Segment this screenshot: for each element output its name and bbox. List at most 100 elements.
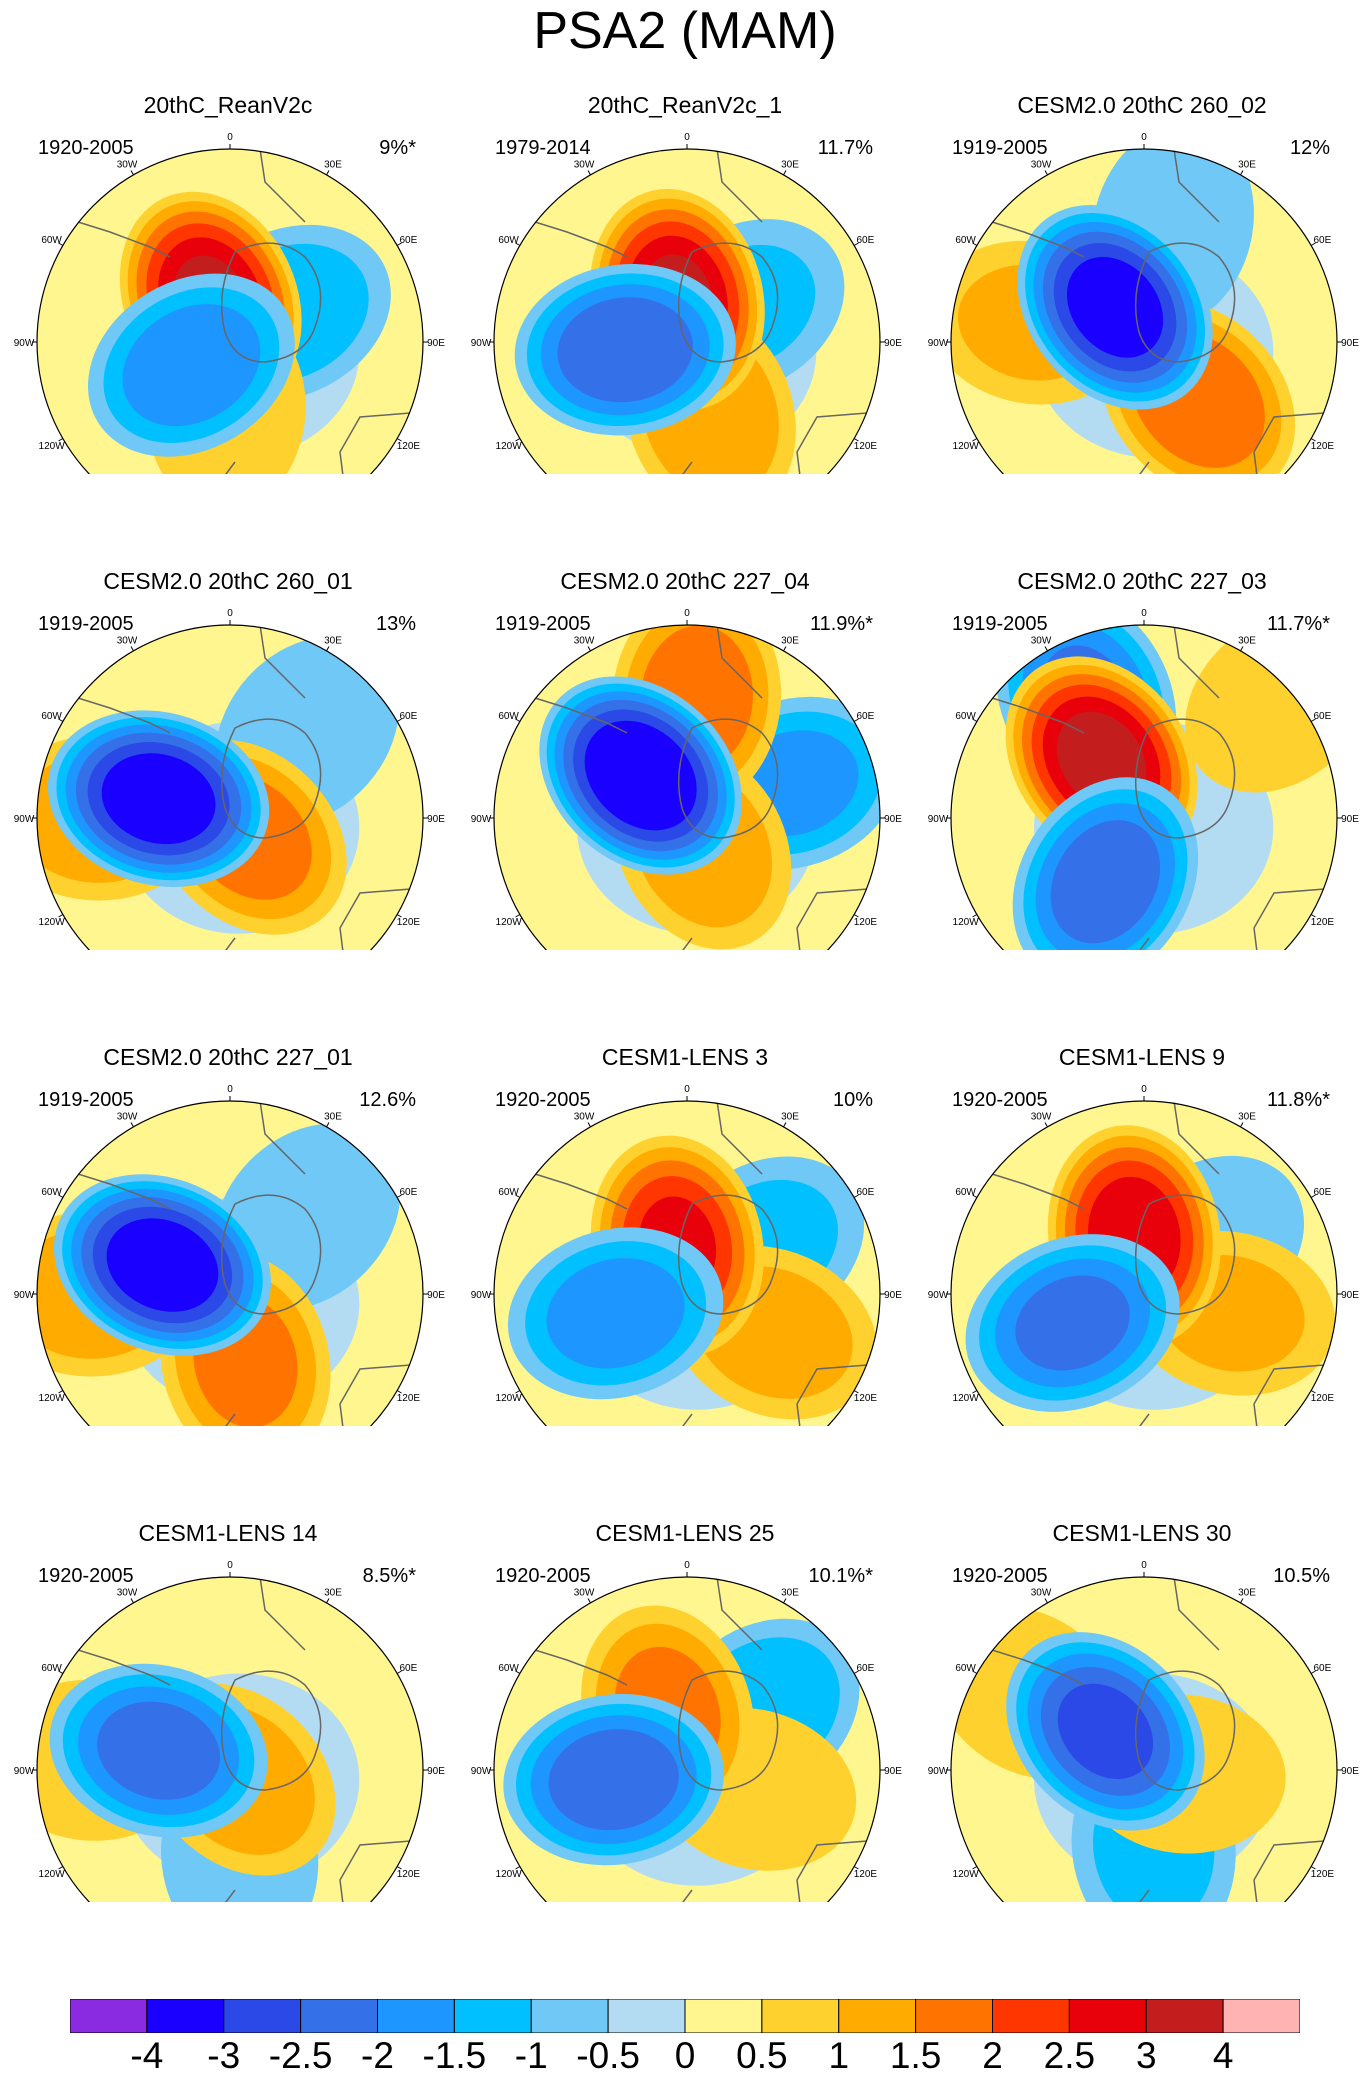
panel-title: CESM2.0 20thC 260_02 — [1017, 92, 1267, 118]
anomaly-field — [37, 1577, 423, 1902]
lon-label: 90E — [427, 1766, 445, 1777]
lon-label: 60E — [1314, 235, 1332, 246]
antarctica-outline — [677, 242, 779, 363]
antarctica-outline — [220, 242, 322, 363]
colorbar-label: -3 — [207, 2035, 241, 2076]
map-panel: 030E60E90E120E150E180150W120W90W60W30WCE… — [914, 0, 1370, 474]
polar-map: 030E60E90E120E150E180150W120W90W60W30W — [928, 1084, 1359, 1426]
lon-label: 120W — [39, 1869, 66, 1880]
lon-label: 120E — [397, 1393, 421, 1404]
lon-label: 0 — [1141, 608, 1147, 619]
lon-tick — [396, 1390, 402, 1394]
main-low — [1006, 1632, 1205, 1831]
lon-tick — [1310, 1390, 1316, 1394]
lon-tick — [1240, 1122, 1244, 1128]
lon-tick — [58, 1390, 64, 1394]
lon-label: 30E — [1238, 1112, 1256, 1123]
africa-outline — [716, 149, 763, 223]
panel-title: CESM1-LENS 25 — [595, 1520, 775, 1546]
main-low — [1017, 204, 1213, 410]
lon-label: 30W — [117, 636, 138, 647]
lon-label: 60W — [955, 1663, 976, 1674]
africa-outline — [716, 1577, 763, 1651]
polar-map: 030E60E90E120E150E180150W120W90W60W30W — [471, 1084, 902, 1426]
lon-tick — [58, 1866, 64, 1870]
lon-label: 60E — [1314, 1187, 1332, 1198]
lon-tick — [515, 718, 521, 722]
lon-label: 30W — [1031, 636, 1052, 647]
lon-label: 90E — [427, 338, 445, 349]
lon-label: 120E — [397, 917, 421, 928]
lon-label: 120W — [496, 1869, 523, 1880]
lon-label: 60W — [498, 235, 519, 246]
panel-period: 1919-2005 — [495, 613, 591, 635]
new-zealand-outline — [209, 1413, 236, 1426]
colorbar-label: 3 — [1135, 2035, 1157, 2076]
panel-title: CESM2.0 20thC 227_01 — [103, 1044, 353, 1070]
lon-label: 90E — [884, 338, 902, 349]
panel-period: 1920-2005 — [495, 1089, 591, 1111]
colorbar-swatch — [146, 1999, 225, 2033]
lon-tick — [396, 1194, 402, 1198]
lon-tick — [1044, 646, 1048, 652]
lon-label: 90E — [1341, 338, 1359, 349]
lon-tick — [1310, 1866, 1316, 1870]
australia-outline — [796, 1363, 880, 1426]
lon-label: 120W — [39, 1393, 66, 1404]
panel-title: CESM2.0 20thC 227_04 — [560, 568, 810, 594]
colorbar-swatch — [377, 1999, 455, 2033]
lon-label: 30W — [1031, 160, 1052, 171]
lon-label: 30W — [574, 636, 595, 647]
lon-tick — [515, 1670, 521, 1674]
lon-label: 60W — [955, 1187, 976, 1198]
panel-period: 1919-2005 — [952, 137, 1048, 159]
colorbar-label: -4 — [130, 2035, 164, 2076]
antarctica-outline — [1134, 1670, 1236, 1791]
lon-label: 120E — [397, 441, 421, 452]
australia-outline — [1253, 1363, 1337, 1426]
lon-label: 60E — [400, 235, 418, 246]
lon-label: 60W — [498, 711, 519, 722]
lon-tick — [515, 1390, 521, 1394]
lon-tick — [853, 914, 859, 918]
lon-tick — [396, 242, 402, 246]
lon-label: 90W — [928, 1766, 949, 1777]
map-panel: 030E60E90E120E150E180150W120W90W60W30WCE… — [914, 952, 1370, 1426]
lon-label: 0 — [684, 1560, 690, 1571]
lon-tick — [972, 438, 978, 442]
colorbar-label: 0 — [674, 2035, 696, 2076]
africa-outline — [259, 1101, 306, 1175]
lon-label: 30W — [574, 1588, 595, 1599]
lon-label: 60E — [400, 1663, 418, 1674]
lon-tick — [587, 646, 591, 652]
lon-tick — [972, 242, 978, 246]
antarctica-outline — [677, 1194, 779, 1315]
main-low — [507, 1227, 724, 1400]
lon-label: 60W — [41, 1663, 62, 1674]
panel-title: 20thC_ReanV2c — [143, 92, 313, 118]
polar-map: 030E60E90E120E150E180150W120W90W60W30W — [14, 1560, 445, 1902]
lon-label: 90W — [471, 814, 492, 825]
colorbar-swatch — [70, 1999, 148, 2033]
lon-label: 30E — [1238, 1588, 1256, 1599]
map-panel: 030E60E90E120E150E180150W120W90W60W30WCE… — [914, 1428, 1370, 1902]
main-low — [47, 710, 270, 887]
lon-tick — [1240, 170, 1244, 176]
lon-tick — [58, 242, 64, 246]
colorbar-swatch — [1068, 1999, 1147, 2033]
polar-map: 030E60E90E120E150E180150W120W90W60W30W — [14, 608, 445, 950]
panel-period: 1919-2005 — [38, 613, 134, 635]
lon-label: 60E — [857, 1187, 875, 1198]
polar-map: 030E60E90E120E150E180150W120W90W60W30W — [471, 132, 902, 474]
lon-label: 0 — [227, 1560, 233, 1571]
lon-tick — [130, 1122, 134, 1128]
lon-tick — [326, 646, 330, 652]
lon-label: 90W — [928, 1290, 949, 1301]
lon-label: 120E — [854, 917, 878, 928]
lon-label: 90E — [884, 1766, 902, 1777]
lon-label: 90W — [471, 1766, 492, 1777]
polar-map: 030E60E90E120E150E180150W120W90W60W30W — [14, 1084, 445, 1426]
lon-tick — [1310, 1670, 1316, 1674]
lon-tick — [853, 1670, 859, 1674]
lon-tick — [396, 1866, 402, 1870]
